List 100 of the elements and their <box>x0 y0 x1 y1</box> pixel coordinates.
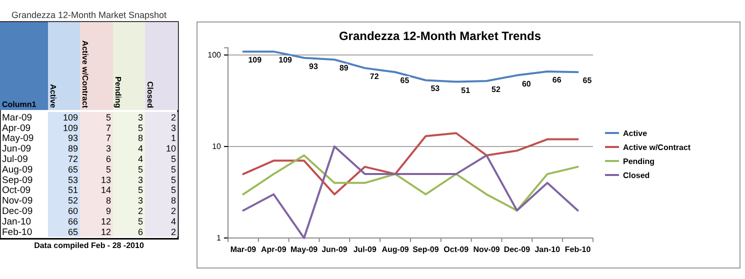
data-label: 66 <box>68 216 78 226</box>
data-label: 5 <box>170 174 176 185</box>
data-label: 5 <box>170 185 176 196</box>
x-tick-label: Sep-09 <box>412 245 440 254</box>
y-tick-label: 1 <box>216 234 222 243</box>
category-label: Dec-09 <box>2 206 33 217</box>
data-label: 3 <box>138 112 143 122</box>
data-label: 4 <box>138 144 143 154</box>
data-label: 3 <box>170 122 176 133</box>
x-tick-label: Dec-09 <box>504 245 531 254</box>
data-label: 51 <box>68 185 78 196</box>
data-label: 4 <box>170 216 176 226</box>
x-tick-label: Aug-09 <box>382 245 410 254</box>
x-tick-label: Jul-09 <box>353 245 377 254</box>
data-label: 89 <box>68 144 78 154</box>
data-label: 65 <box>68 226 78 237</box>
data-label: 5 <box>106 164 111 174</box>
data-label: 53 <box>68 174 78 185</box>
data-label: 60 <box>522 79 532 88</box>
category-label: Nov-09 <box>2 196 33 207</box>
text: Grandezza 12-Month Market Snapshot <box>11 10 168 20</box>
data-label: 2 <box>170 206 176 216</box>
data-label: 2 <box>170 226 176 237</box>
category-label: Jan-10 <box>2 216 32 228</box>
line-series <box>242 154 579 212</box>
text: Closed <box>145 81 154 108</box>
legend-label: Pending <box>623 157 655 166</box>
x-tick-label: May-09 <box>290 245 318 254</box>
y-tick-label: 100 <box>208 50 222 60</box>
x-tick-label: Mar-09 <box>230 245 257 254</box>
category-label: Jun-09 <box>2 144 32 155</box>
text: Active w/Contract <box>80 40 90 108</box>
category-label: May-09 <box>2 133 34 144</box>
data-label: 72 <box>68 154 78 164</box>
legend-label: Active <box>623 129 648 138</box>
x-tick-label: Feb-10 <box>564 245 592 254</box>
data-label: 89 <box>339 64 349 73</box>
data-label: 109 <box>62 122 78 133</box>
x-tick-label: Oct-09 <box>444 245 470 254</box>
data-label: 65 <box>68 164 78 174</box>
x-tick-label: Jun-09 <box>322 245 348 254</box>
data-label: 53 <box>430 84 440 94</box>
data-label: 52 <box>492 84 501 94</box>
data-label: 93 <box>309 62 318 71</box>
legend-label: Active w/Contract <box>623 143 691 152</box>
text: Active <box>48 84 58 109</box>
category-label: Aug-09 <box>2 164 33 176</box>
data-label: 5 <box>170 154 176 164</box>
data-label: 3 <box>106 144 111 154</box>
data-label: 13 <box>100 174 111 185</box>
data-label: 12 <box>100 226 111 237</box>
data-label: 5 <box>106 112 111 122</box>
data-label: 6 <box>106 154 111 164</box>
data-label: 60 <box>68 206 78 216</box>
data-label: 52 <box>68 196 78 206</box>
x-tick-label: Nov-09 <box>473 245 500 254</box>
text: Pending <box>113 76 122 108</box>
data-label: 51 <box>461 86 471 95</box>
chart-title: Grandezza 12-Month Market Trends <box>338 29 542 43</box>
category-label: Mar-09 <box>2 112 32 124</box>
data-label: 2 <box>138 206 143 216</box>
data-label: 14 <box>100 185 111 196</box>
data-label: 3 <box>138 196 143 206</box>
text: Data compiled Feb - 28 -2010 <box>34 240 144 250</box>
data-label: 5 <box>138 122 143 133</box>
category-label: Oct-09 <box>2 185 31 196</box>
data-label: 5 <box>138 164 143 174</box>
data-label: 109 <box>62 112 78 122</box>
category-label: Jul-09 <box>2 154 28 165</box>
data-label: 72 <box>370 72 380 82</box>
y-tick-label: 10 <box>212 142 222 152</box>
data-label: 3 <box>138 174 143 185</box>
data-label: 66 <box>552 76 562 85</box>
legend-label: Closed <box>623 171 650 180</box>
data-label: 8 <box>138 133 143 144</box>
x-tick-label: Apr-09 <box>260 245 287 254</box>
data-label: 12 <box>100 216 111 226</box>
data-label: 4 <box>138 154 143 164</box>
data-label: 93 <box>68 133 78 144</box>
data-label: 65 <box>582 76 592 86</box>
data-label: 6 <box>138 226 143 237</box>
data-label: 10 <box>166 144 176 154</box>
line-series <box>242 146 579 239</box>
data-label: 5 <box>138 216 143 226</box>
data-label: 7 <box>106 122 111 133</box>
data-label: 2 <box>170 112 176 122</box>
data-label: 8 <box>106 196 111 206</box>
category-label: Sep-09 <box>2 174 33 186</box>
text: Column1 <box>2 100 37 109</box>
data-label: 109 <box>278 56 293 65</box>
data-label: 5 <box>170 164 176 174</box>
data-label: 5 <box>138 185 143 196</box>
data-label: 9 <box>106 206 111 216</box>
data-label: 7 <box>106 133 111 144</box>
data-label: 109 <box>248 56 262 65</box>
data-label: 65 <box>400 76 410 86</box>
x-tick-label: Jan-10 <box>534 245 561 254</box>
category-label: Apr-09 <box>2 122 31 134</box>
data-label: 8 <box>170 196 176 206</box>
line-series <box>242 132 579 196</box>
